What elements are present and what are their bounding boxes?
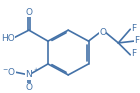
Text: O: O <box>99 28 106 37</box>
Text: $^{+}$: $^{+}$ <box>33 68 38 74</box>
Text: F: F <box>131 49 136 58</box>
Text: O: O <box>25 83 32 92</box>
Text: O: O <box>25 8 32 17</box>
Text: HO: HO <box>1 34 15 43</box>
Text: $^{-}$O: $^{-}$O <box>2 66 16 77</box>
Text: N: N <box>25 70 32 79</box>
Text: F: F <box>131 24 136 33</box>
Text: F: F <box>134 36 139 45</box>
